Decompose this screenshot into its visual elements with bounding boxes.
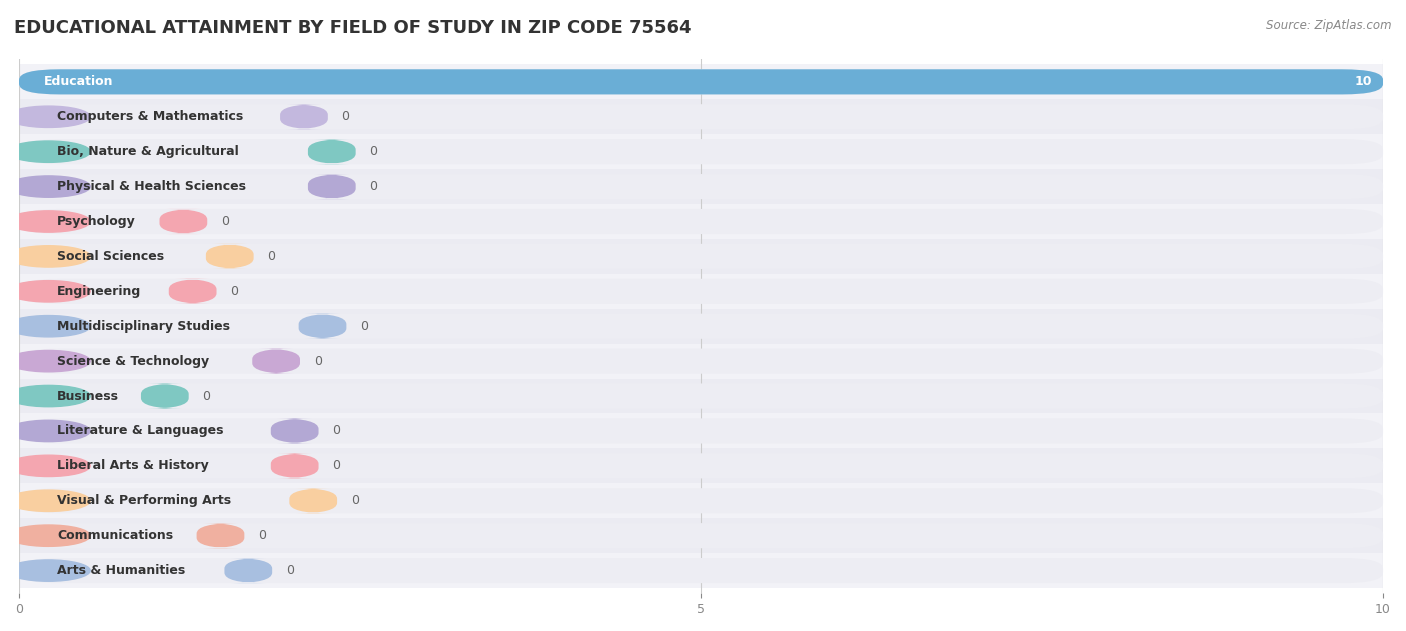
- Text: Engineering: Engineering: [58, 285, 142, 298]
- FancyBboxPatch shape: [205, 244, 253, 269]
- Circle shape: [7, 141, 90, 162]
- FancyBboxPatch shape: [20, 379, 1384, 413]
- FancyBboxPatch shape: [20, 69, 1384, 95]
- FancyBboxPatch shape: [20, 209, 1384, 234]
- FancyBboxPatch shape: [20, 134, 1384, 169]
- Text: Business: Business: [58, 389, 120, 403]
- Text: Physical & Health Sciences: Physical & Health Sciences: [58, 180, 246, 193]
- FancyBboxPatch shape: [20, 274, 1384, 309]
- FancyBboxPatch shape: [298, 314, 346, 339]
- FancyBboxPatch shape: [20, 483, 1384, 518]
- Text: 0: 0: [342, 110, 350, 123]
- FancyBboxPatch shape: [20, 139, 1384, 164]
- FancyBboxPatch shape: [252, 348, 299, 374]
- Circle shape: [7, 176, 90, 198]
- Circle shape: [7, 386, 90, 407]
- FancyBboxPatch shape: [20, 204, 1384, 239]
- FancyBboxPatch shape: [280, 104, 328, 129]
- Text: Source: ZipAtlas.com: Source: ZipAtlas.com: [1267, 19, 1392, 32]
- FancyBboxPatch shape: [20, 453, 1384, 478]
- FancyBboxPatch shape: [20, 64, 1384, 99]
- Text: 0: 0: [202, 389, 211, 403]
- FancyBboxPatch shape: [197, 523, 245, 548]
- Text: Arts & Humanities: Arts & Humanities: [58, 564, 186, 577]
- FancyBboxPatch shape: [20, 99, 1384, 134]
- FancyBboxPatch shape: [20, 384, 1384, 409]
- Text: 0: 0: [360, 320, 368, 333]
- Text: 0: 0: [370, 145, 377, 158]
- Text: Visual & Performing Arts: Visual & Performing Arts: [58, 494, 232, 507]
- Circle shape: [7, 350, 90, 372]
- FancyBboxPatch shape: [159, 209, 207, 234]
- FancyBboxPatch shape: [20, 69, 1384, 95]
- Circle shape: [7, 525, 90, 546]
- FancyBboxPatch shape: [20, 449, 1384, 483]
- FancyBboxPatch shape: [20, 413, 1384, 449]
- FancyBboxPatch shape: [141, 384, 188, 409]
- FancyBboxPatch shape: [20, 518, 1384, 553]
- Circle shape: [7, 455, 90, 476]
- Circle shape: [7, 281, 90, 302]
- FancyBboxPatch shape: [271, 418, 319, 444]
- FancyBboxPatch shape: [20, 553, 1384, 588]
- FancyBboxPatch shape: [271, 453, 319, 478]
- Text: Science & Technology: Science & Technology: [58, 355, 209, 368]
- FancyBboxPatch shape: [308, 174, 356, 199]
- Text: 0: 0: [350, 494, 359, 507]
- Circle shape: [7, 211, 90, 232]
- Text: 0: 0: [221, 215, 229, 228]
- Circle shape: [7, 490, 90, 512]
- FancyBboxPatch shape: [20, 314, 1384, 339]
- Text: 0: 0: [285, 564, 294, 577]
- Circle shape: [7, 560, 90, 581]
- FancyBboxPatch shape: [20, 239, 1384, 274]
- Text: Liberal Arts & History: Liberal Arts & History: [58, 459, 209, 473]
- FancyBboxPatch shape: [20, 309, 1384, 344]
- Circle shape: [7, 316, 90, 337]
- Text: 0: 0: [332, 459, 340, 473]
- Text: 0: 0: [231, 285, 238, 298]
- Text: Social Sciences: Social Sciences: [58, 250, 165, 263]
- FancyBboxPatch shape: [20, 523, 1384, 548]
- Text: Literature & Languages: Literature & Languages: [58, 425, 224, 437]
- FancyBboxPatch shape: [20, 244, 1384, 269]
- Text: Psychology: Psychology: [58, 215, 136, 228]
- FancyBboxPatch shape: [20, 174, 1384, 199]
- Text: Communications: Communications: [58, 529, 173, 542]
- FancyBboxPatch shape: [20, 488, 1384, 514]
- FancyBboxPatch shape: [290, 488, 337, 514]
- FancyBboxPatch shape: [20, 558, 1384, 583]
- FancyBboxPatch shape: [20, 418, 1384, 444]
- FancyBboxPatch shape: [169, 279, 217, 304]
- Text: Education: Education: [44, 75, 112, 88]
- Text: 0: 0: [370, 180, 377, 193]
- Text: 10: 10: [1354, 75, 1372, 88]
- Text: 0: 0: [314, 355, 322, 368]
- FancyBboxPatch shape: [20, 169, 1384, 204]
- Circle shape: [7, 245, 90, 267]
- Text: Multidisciplinary Studies: Multidisciplinary Studies: [58, 320, 231, 333]
- Circle shape: [7, 106, 90, 127]
- FancyBboxPatch shape: [20, 344, 1384, 379]
- Circle shape: [7, 420, 90, 442]
- FancyBboxPatch shape: [20, 104, 1384, 129]
- Text: 0: 0: [332, 425, 340, 437]
- FancyBboxPatch shape: [20, 279, 1384, 304]
- FancyBboxPatch shape: [20, 348, 1384, 374]
- FancyBboxPatch shape: [308, 139, 356, 164]
- Text: EDUCATIONAL ATTAINMENT BY FIELD OF STUDY IN ZIP CODE 75564: EDUCATIONAL ATTAINMENT BY FIELD OF STUDY…: [14, 19, 692, 37]
- Text: Bio, Nature & Agricultural: Bio, Nature & Agricultural: [58, 145, 239, 158]
- Text: Computers & Mathematics: Computers & Mathematics: [58, 110, 243, 123]
- Text: 0: 0: [267, 250, 276, 263]
- FancyBboxPatch shape: [225, 558, 273, 583]
- Text: 0: 0: [257, 529, 266, 542]
